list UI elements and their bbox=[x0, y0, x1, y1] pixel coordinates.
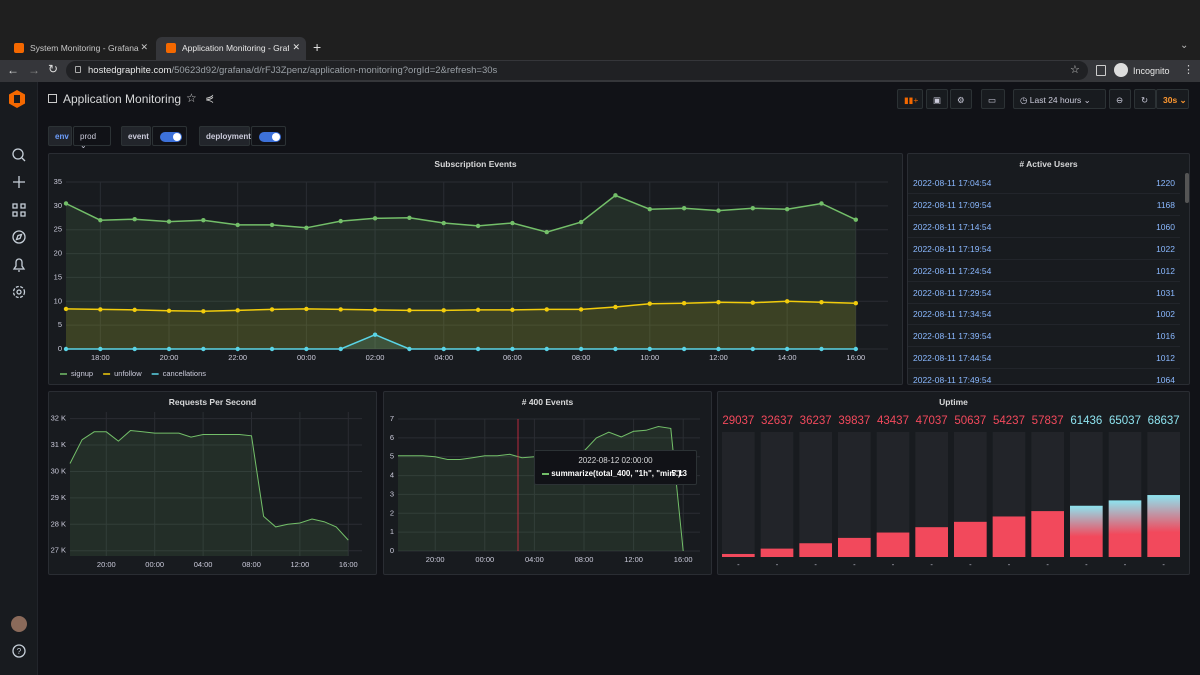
value-cell: 1168 bbox=[1156, 199, 1175, 210]
save[interactable]: ▣ bbox=[926, 89, 948, 109]
sidebar: ? bbox=[0, 82, 38, 675]
sidepanel-icon[interactable] bbox=[1096, 65, 1106, 76]
refresh[interactable]: ↻ bbox=[1134, 89, 1156, 109]
back[interactable]: ← bbox=[7, 63, 19, 77]
panel: Requests Per Second bbox=[48, 391, 377, 575]
table-row: 2022-08-11 17:34:54 1002 bbox=[908, 303, 1180, 326]
table-row: 2022-08-11 17:44:54 1012 bbox=[908, 347, 1180, 370]
table-row: 2022-08-11 17:04:54 1220 bbox=[908, 172, 1180, 194]
dashboards-icon[interactable] bbox=[12, 203, 26, 217]
toggle-box[interactable] bbox=[152, 126, 187, 146]
table-row: 2022-08-11 17:19:54 1022 bbox=[908, 238, 1180, 260]
help-icon[interactable] bbox=[12, 644, 26, 658]
tab-title: System Monitoring - Grafana bbox=[30, 43, 139, 53]
panel-title: Requests Per Second bbox=[168, 397, 257, 407]
variable-value: prod bbox=[80, 132, 97, 141]
tv-mode[interactable]: ▭ bbox=[981, 89, 1005, 109]
logo-mark bbox=[14, 95, 20, 103]
toggle-label: deployment bbox=[199, 126, 251, 146]
forward[interactable]: → bbox=[28, 63, 40, 77]
table: 2022-08-11 17:04:54 1220 2022-08-11 17:09:… bbox=[908, 172, 1189, 385]
time-cell: 2022-08-11 17:44:54 bbox=[913, 353, 992, 364]
url-host: hostedgraphite.com bbox=[88, 65, 172, 76]
avatar[interactable] bbox=[11, 616, 27, 632]
browser-menu[interactable]: ⋮ bbox=[1183, 64, 1194, 76]
profile-label[interactable]: Incognito bbox=[1133, 66, 1170, 76]
toggle-box[interactable] bbox=[251, 126, 286, 146]
panel: # Active Users 2022-08-11 17:04:54 1220 20… bbox=[907, 153, 1190, 385]
time-cell: 2022-08-11 17:24:54 bbox=[913, 265, 992, 276]
settings[interactable]: ⚙ bbox=[950, 89, 972, 109]
time-cell: 2022-08-11 17:14:54 bbox=[913, 221, 992, 232]
tab-menu[interactable]: ⌄ bbox=[1180, 40, 1189, 51]
variable-select[interactable]: prod ⌄ bbox=[73, 126, 111, 150]
value-cell: 1002 bbox=[1156, 309, 1175, 320]
table-row: 2022-08-11 17:09:54 1168 bbox=[908, 194, 1180, 216]
panel: Uptime bbox=[717, 391, 1190, 575]
scrollbar[interactable] bbox=[1185, 173, 1189, 203]
refresh-value: 30s bbox=[1163, 95, 1178, 105]
value-cell: 1060 bbox=[1156, 221, 1175, 232]
time-cell: 2022-08-11 17:04:54 bbox=[913, 178, 992, 188]
alerting-icon[interactable] bbox=[12, 258, 26, 272]
tab-title: Application Monitoring - Grafa bbox=[182, 43, 295, 53]
tooltip-value: 5.13 bbox=[671, 469, 687, 478]
tab[interactable]: Application Monitoring - Grafa ✕ bbox=[156, 37, 306, 60]
panel-title: # 400 Events bbox=[521, 397, 574, 407]
table-row: 2022-08-11 17:29:54 1031 bbox=[908, 282, 1180, 304]
settings-icon[interactable] bbox=[12, 285, 26, 299]
zoom-out[interactable]: ⊖ bbox=[1109, 89, 1131, 109]
tab-bar: System Monitoring - Grafana ✕ Application… bbox=[0, 0, 1200, 60]
table-row: 2022-08-11 17:24:54 1012 bbox=[908, 260, 1180, 282]
value-cell: 1012 bbox=[1156, 265, 1175, 276]
tab[interactable]: System Monitoring - Grafana ✕ bbox=[4, 37, 154, 60]
panel-title: Subscription Events bbox=[434, 159, 517, 169]
sidebar-icons: ? bbox=[9, 90, 27, 658]
value-cell: 1012 bbox=[1156, 353, 1175, 364]
value-cell: 1064 bbox=[1156, 375, 1175, 385]
reload[interactable]: ↻ bbox=[48, 62, 59, 76]
time-cell: 2022-08-11 17:29:54 bbox=[913, 287, 992, 298]
time-cell: 2022-08-11 17:49:54 bbox=[913, 375, 992, 385]
variable-label: env bbox=[48, 126, 72, 146]
tooltip: 2022-08-12 02:00:00 summarize(total_400,… bbox=[534, 450, 697, 485]
time-range: Last 24 hours bbox=[1029, 95, 1082, 105]
value-cell: 1016 bbox=[1156, 331, 1175, 342]
lock-icon bbox=[75, 66, 81, 73]
help-mark: ? bbox=[17, 647, 22, 656]
time-cell: 2022-08-11 17:34:54 bbox=[913, 309, 992, 320]
incognito-icon bbox=[1114, 63, 1128, 77]
panel-title: Uptime bbox=[939, 397, 968, 407]
table-row: 2022-08-11 17:49:54 1064 bbox=[908, 369, 1180, 385]
add-panel[interactable]: ▮▮+ bbox=[897, 89, 923, 109]
time-cell: 2022-08-11 17:09:54 bbox=[913, 199, 992, 210]
tooltip-label: summarize(total_400, "1h", "min"): bbox=[551, 469, 684, 478]
panel-title: # Active Users bbox=[1019, 159, 1078, 169]
create-icon[interactable] bbox=[13, 176, 25, 188]
time-cell: 2022-08-11 17:39:54 bbox=[913, 331, 992, 342]
time-picker[interactable]: ◷ Last 24 hours ⌄ bbox=[1013, 89, 1106, 109]
explore-icon[interactable] bbox=[12, 230, 26, 244]
value-cell: 1220 bbox=[1156, 178, 1175, 188]
time-cell: 2022-08-11 17:19:54 bbox=[913, 243, 992, 254]
dashboard-title[interactable]: Application Monitoring bbox=[63, 92, 182, 106]
tooltip-title: 2022-08-12 02:00:00 bbox=[578, 456, 653, 465]
dashboard-icon bbox=[48, 94, 57, 103]
toggle-label: event bbox=[121, 126, 151, 146]
new-tab[interactable]: + bbox=[313, 39, 322, 55]
url-field[interactable]: hostedgraphite.com/50623d92/grafana/d/rF… bbox=[66, 61, 1088, 80]
bookmark[interactable]: ☆ bbox=[1070, 64, 1080, 76]
url-path: /50623d92/grafana/d/rFJ3Zpenz/applicatio… bbox=[171, 65, 498, 76]
value-cell: 1031 bbox=[1156, 287, 1175, 298]
share[interactable]: ⋞ bbox=[205, 93, 215, 105]
value-cell: 1022 bbox=[1156, 243, 1175, 254]
panel: Subscription Events bbox=[48, 153, 903, 385]
refresh-interval[interactable]: 30s ⌄ bbox=[1156, 89, 1189, 109]
table-row: 2022-08-11 17:39:54 1016 bbox=[908, 325, 1180, 348]
search-icon[interactable] bbox=[12, 148, 24, 160]
star[interactable]: ☆ bbox=[186, 91, 197, 105]
table-row: 2022-08-11 17:14:54 1060 bbox=[908, 216, 1180, 238]
